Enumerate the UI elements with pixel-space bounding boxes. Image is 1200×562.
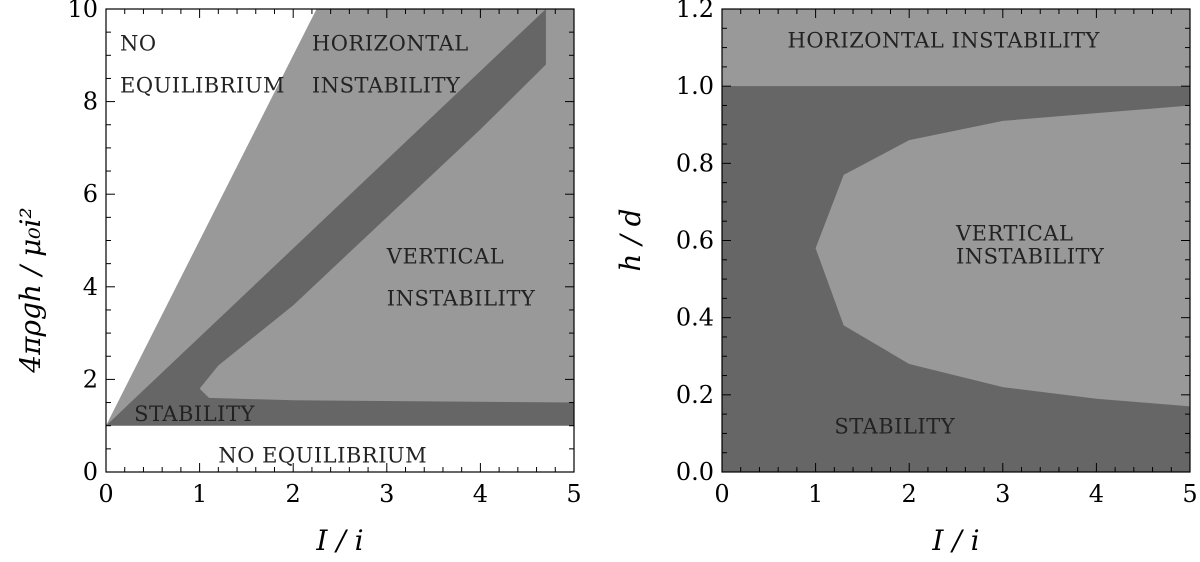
right-y-tick-label: 1.0 [676, 72, 714, 100]
right-vertical-instability-region [815, 105, 1190, 407]
left-no-equilibrium-upper-region [106, 9, 317, 426]
left-vertical-instability-region [199, 64, 574, 403]
right-x-tick-label: 2 [902, 480, 917, 508]
right-y-tick-label: 0.2 [676, 381, 714, 409]
right-y-tick-label: 0.8 [676, 149, 714, 177]
left-y-tick-label: 6 [83, 180, 98, 208]
left-y-tick-label: 4 [83, 273, 98, 301]
left-region-label: NO EQUILIBRIUM [218, 444, 427, 468]
left-y-axis-title: 4πρgh / μ₀i² [14, 207, 47, 373]
left-y-tick-label: 10 [67, 0, 98, 23]
left-vertical-instability-top [545, 9, 574, 65]
left-x-tick-label: 0 [98, 480, 113, 508]
right-x-tick-label: 5 [1182, 480, 1197, 508]
right-x-tick-label: 1 [808, 480, 823, 508]
right-y-tick-label: 0.6 [676, 227, 714, 255]
right-region-label: HORIZONTAL INSTABILITY [788, 29, 1101, 53]
left-region-label: HORIZONTAL [312, 32, 469, 56]
left-y-tick-label: 0 [83, 458, 98, 486]
left-no-equilibrium-lower-region [106, 425, 574, 472]
right-y-tick-label: 0.4 [676, 304, 714, 332]
right-x-tick-label: 4 [1089, 480, 1104, 508]
right-region-label: INSTABILITY [956, 245, 1105, 269]
left-region-label: NO [120, 32, 157, 56]
right-y-tick-label: 1.2 [676, 0, 714, 23]
right-region-label: VERTICAL [955, 222, 1073, 246]
left-x-axis-title: I / i [315, 524, 363, 557]
left-region-label: INSTABILITY [312, 73, 461, 97]
left-x-tick-label: 4 [473, 480, 488, 508]
right-y-tick-label: 0.0 [676, 458, 714, 486]
right-horizontal-instability-region [722, 9, 1190, 87]
right-y-axis-title: h / d [614, 208, 647, 271]
left-y-tick-label: 2 [83, 365, 98, 393]
left-x-tick-label: 2 [286, 480, 301, 508]
left-x-tick-label: 3 [379, 480, 394, 508]
left-region-label: STABILITY [134, 402, 255, 426]
left-x-tick-label: 5 [566, 480, 581, 508]
right-panel: I / i h / d HORIZONTAL INSTABILITY VERTIC… [614, 0, 1198, 557]
right-x-tick-label: 0 [714, 480, 729, 508]
left-region-label: INSTABILITY [387, 286, 536, 310]
left-horizontal-instability-region [106, 9, 546, 426]
left-region-label: VERTICAL [386, 245, 504, 269]
left-region-label: EQUILIBRIUM [120, 73, 285, 97]
left-x-tick-label: 1 [192, 480, 207, 508]
right-x-tick-label: 3 [995, 480, 1010, 508]
left-panel: I / i 4πρgh / μ₀i² NO EQUILIBRIUM HORIZONT… [14, 0, 582, 557]
right-x-axis-title: I / i [931, 524, 979, 557]
right-plot-area [722, 9, 1190, 472]
left-plot-area [106, 9, 574, 472]
right-region-label: STABILITY [834, 414, 955, 438]
left-y-tick-label: 8 [83, 88, 98, 116]
